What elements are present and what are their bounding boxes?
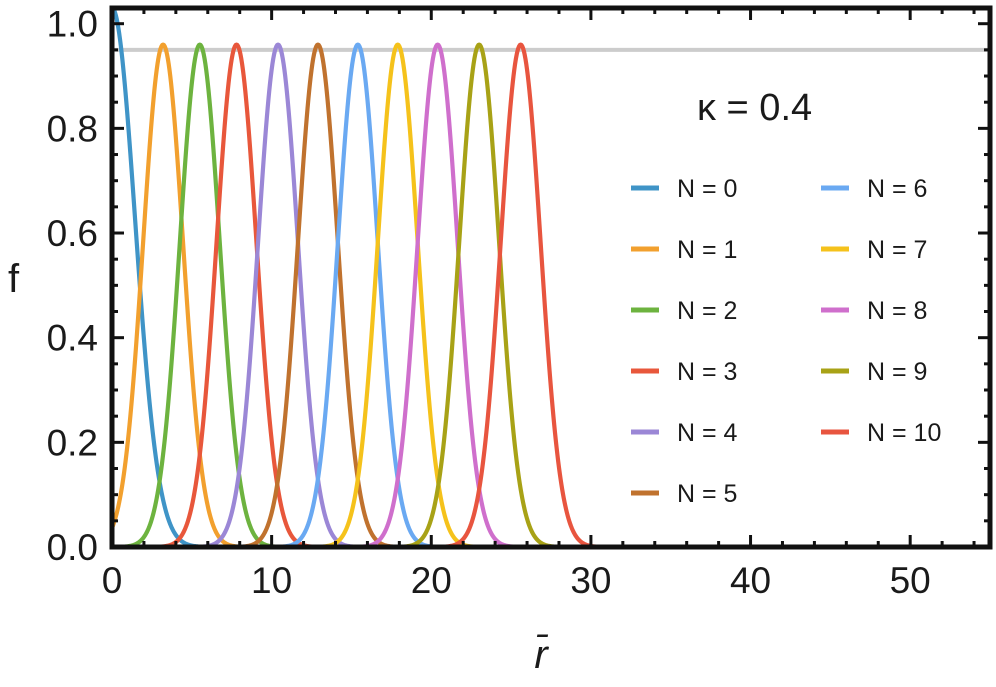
legend-label: N = 10 [867,419,941,447]
series-line-n5 [110,42,992,550]
y-tick-label: 0.8 [47,108,98,149]
x-axis-label: r̄ [534,633,549,677]
y-tick-label: 0.6 [47,213,98,254]
legend-label: N = 1 [677,236,737,264]
plot-frame [109,5,993,550]
series-line-n1 [110,42,992,550]
legend-label: N = 3 [677,358,737,386]
y-tick-label: 0.2 [47,422,98,463]
series-line-n4 [110,42,992,550]
legend-item: N = 3 [631,358,737,386]
legend-label: N = 4 [677,419,738,447]
legend-item: N = 8 [821,297,927,325]
legend-item: N = 5 [631,480,737,508]
kappa-annotation: κ = 0.4 [697,87,812,129]
ticks-layer [110,8,990,549]
y-tick-label: 0.0 [47,527,98,568]
legend-item: N = 7 [821,236,927,264]
series-layer [110,6,992,550]
x-tick-label: 40 [730,560,771,601]
legend-label: N = 8 [867,297,927,325]
y-tick-label: 1.0 [47,4,98,45]
series-line-n7 [110,42,992,550]
legend-label: N = 6 [867,175,927,203]
legend: N = 0 N = 1 N = 2 N = 3 N = 4 N = 5 N = 6 N = 7… [631,175,941,508]
legend-label: N = 9 [867,358,927,386]
x-tick-label: 10 [251,560,292,601]
series-line-n8 [110,42,992,550]
legend-item: N = 9 [821,358,927,386]
legend-item: N = 2 [631,297,737,325]
legend-item: N = 0 [631,175,737,203]
legend-item: N = 4 [631,419,738,447]
legend-label: N = 7 [867,236,927,264]
legend-item: N = 1 [631,236,737,264]
x-tick-label: 30 [570,560,611,601]
legend-label: N = 2 [677,297,737,325]
x-tick-label: 0 [102,560,123,601]
series-line-n10 [110,42,992,550]
y-tick-label: 0.4 [47,318,98,359]
legend-label: N = 5 [677,480,737,508]
x-tick-label: 20 [411,560,452,601]
series-line-n9 [110,42,992,550]
series-line-n2 [110,42,992,550]
y-axis-label: f [8,257,20,301]
legend-item: N = 10 [821,419,941,447]
legend-item: N = 6 [821,175,927,203]
legend-label: N = 0 [677,175,737,203]
series-line-n3 [110,42,992,550]
tick-labels-layer: 0 10 20 30 40 50 0.0 0.2 0.4 0.6 0.8 1.0 [47,4,931,601]
x-tick-label: 50 [890,560,931,601]
series-line-n6 [110,42,992,550]
